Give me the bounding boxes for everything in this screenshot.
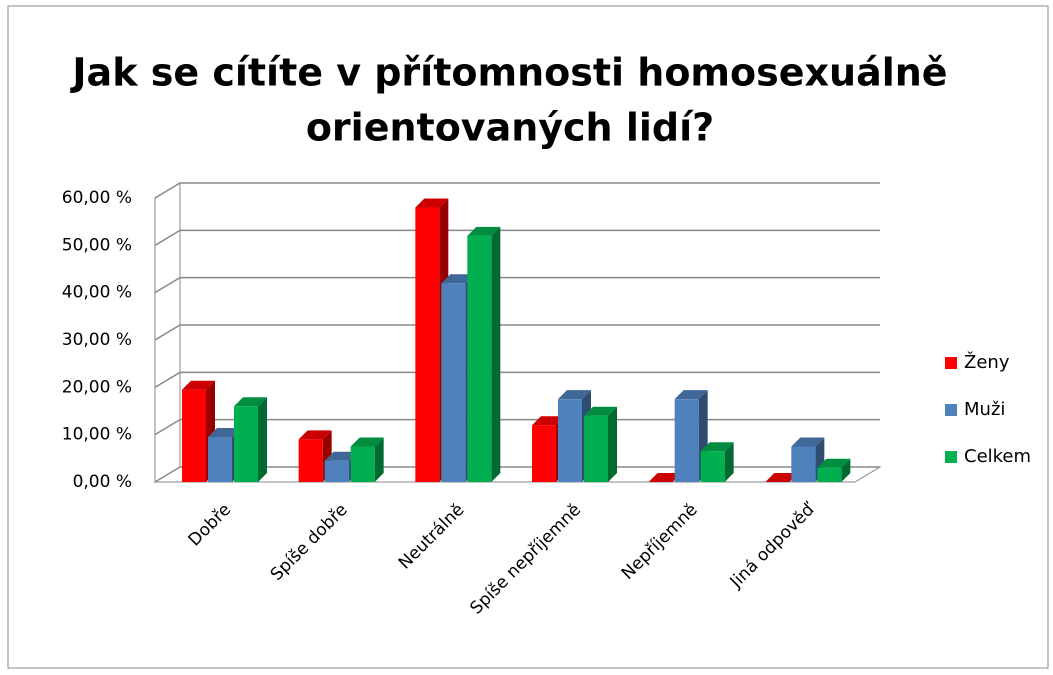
grid-line bbox=[154, 182, 880, 199]
y-tick-label: 50,00 % bbox=[62, 235, 132, 255]
bar-top bbox=[700, 442, 734, 452]
y-tick-label: 30,00 % bbox=[62, 330, 132, 350]
legend-label: Muži bbox=[964, 399, 1005, 420]
bar bbox=[234, 406, 258, 482]
bar bbox=[298, 439, 323, 482]
grid-line bbox=[154, 324, 880, 341]
grid-line bbox=[154, 276, 880, 294]
bar-top bbox=[208, 428, 241, 438]
bar-top bbox=[791, 437, 825, 447]
y-tick-label: 40,00 % bbox=[62, 283, 132, 303]
legend-swatch bbox=[945, 451, 957, 463]
legend-swatch bbox=[945, 357, 957, 369]
bar bbox=[817, 467, 842, 482]
bar-top bbox=[584, 406, 617, 416]
grid-line bbox=[154, 418, 880, 436]
bar-top bbox=[558, 390, 591, 400]
bar bbox=[791, 446, 816, 482]
bar bbox=[558, 399, 582, 482]
bar-top bbox=[648, 473, 682, 482]
bar bbox=[350, 446, 375, 482]
bar-side bbox=[724, 442, 734, 482]
chart-title: Jak se cítíte v přítomnosti homosexuálně bbox=[69, 51, 947, 95]
bar-top bbox=[234, 397, 267, 407]
y-tick-label: 0,00 % bbox=[73, 472, 132, 492]
bar-top bbox=[182, 380, 215, 390]
y-tick-label: 60,00 % bbox=[62, 188, 132, 208]
bar bbox=[415, 207, 440, 482]
y-tick-label: 20,00 % bbox=[62, 377, 132, 397]
bar-side bbox=[841, 458, 851, 482]
bar-top bbox=[532, 416, 565, 426]
bar-top bbox=[441, 274, 475, 284]
bar bbox=[441, 283, 466, 482]
bar bbox=[208, 437, 232, 482]
bar-top bbox=[765, 473, 799, 482]
bar-top bbox=[817, 458, 851, 468]
bar-side bbox=[374, 437, 384, 482]
bar-side bbox=[608, 406, 617, 482]
bar-top bbox=[415, 198, 449, 208]
bar-top bbox=[324, 451, 358, 461]
bar bbox=[700, 451, 725, 482]
legend-label: Celkem bbox=[964, 446, 1031, 467]
bar-side bbox=[258, 397, 267, 482]
bar bbox=[584, 415, 608, 482]
bar bbox=[182, 389, 206, 482]
bar-top bbox=[467, 226, 501, 236]
legend-label: Ženy bbox=[964, 351, 1010, 373]
bar bbox=[324, 460, 349, 482]
bar-top bbox=[298, 430, 332, 440]
y-tick-label: 10,00 % bbox=[62, 425, 132, 445]
bar-top bbox=[350, 437, 384, 447]
bar bbox=[674, 399, 699, 482]
bar-side bbox=[491, 226, 501, 482]
bar bbox=[467, 235, 492, 482]
bar bbox=[532, 425, 556, 482]
grid-line bbox=[154, 466, 880, 483]
bar-top bbox=[674, 390, 708, 400]
chart-title: orientovaných lidí? bbox=[306, 106, 714, 150]
grid-line bbox=[154, 229, 880, 246]
grid-line bbox=[154, 371, 880, 388]
legend-swatch bbox=[945, 404, 957, 416]
